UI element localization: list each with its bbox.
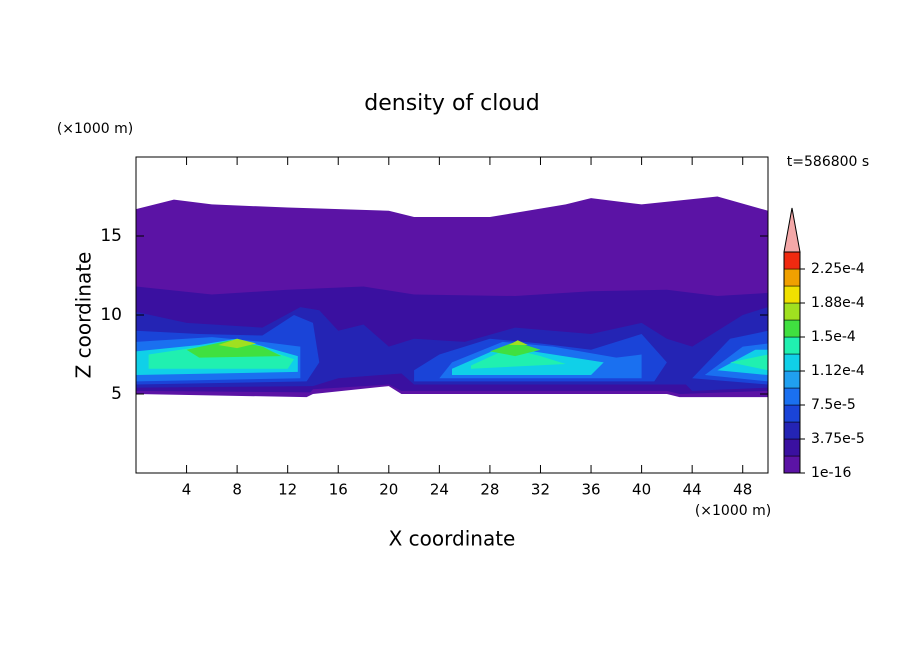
colorbar-band bbox=[783, 421, 801, 440]
colorbar-extend bbox=[783, 207, 801, 253]
contour-fill bbox=[186, 340, 282, 358]
colorbar-band bbox=[783, 438, 801, 457]
y-unit: (×1000 m) bbox=[57, 121, 133, 137]
time-annotation: t=586800 s bbox=[787, 154, 869, 170]
x-tick-label: 44 bbox=[683, 481, 702, 499]
colorbar-band bbox=[783, 251, 801, 270]
contour-fill bbox=[508, 340, 528, 346]
x-tick-label: 32 bbox=[531, 481, 550, 499]
colorbar-band bbox=[783, 302, 801, 321]
y-tick-label: 5 bbox=[111, 384, 122, 404]
colorbar-band bbox=[783, 353, 801, 372]
x-tick-label: 28 bbox=[480, 481, 499, 499]
contour-fill bbox=[470, 348, 566, 369]
colorbar-tick-label: 1.88e-4 bbox=[811, 295, 865, 311]
colorbar-tick-label: 7.5e-5 bbox=[811, 397, 856, 413]
chart-title: density of cloud bbox=[364, 91, 539, 116]
contour-field bbox=[136, 196, 768, 398]
colorbar-frame bbox=[783, 251, 801, 474]
colorbar-band bbox=[783, 370, 801, 389]
colorbar-tick-label: 1.5e-4 bbox=[811, 329, 856, 345]
x-tick-label: 40 bbox=[632, 481, 651, 499]
x-tick-label: 4 bbox=[182, 481, 192, 499]
x-unit: (×1000 m) bbox=[695, 503, 771, 519]
x-tick-label: 8 bbox=[232, 481, 242, 499]
colorbar-tick-label: 3.75e-5 bbox=[811, 431, 865, 447]
x-tick-label: 48 bbox=[733, 481, 752, 499]
contour-fill bbox=[489, 341, 541, 357]
x-tick-label: 36 bbox=[581, 481, 600, 499]
colorbar-band bbox=[783, 336, 801, 355]
colorbar-band bbox=[783, 285, 801, 304]
x-tick-label: 16 bbox=[329, 481, 348, 499]
colorbar-band bbox=[783, 319, 801, 338]
contour-fill bbox=[218, 338, 257, 349]
colorbar-band bbox=[783, 387, 801, 406]
x-tick-label: 12 bbox=[278, 481, 297, 499]
x-tick-label: 24 bbox=[430, 481, 449, 499]
y-axis-label: Z coordinate bbox=[72, 252, 96, 379]
colorbar-band bbox=[783, 404, 801, 423]
y-tick-label: 15 bbox=[100, 226, 122, 246]
colorbar-tick-label: 2.25e-4 bbox=[811, 261, 865, 277]
x-tick-label: 20 bbox=[379, 481, 398, 499]
x-axis-label: X coordinate bbox=[389, 527, 516, 551]
colorbar-tick-label: 1.12e-4 bbox=[811, 363, 865, 379]
contour-fill bbox=[730, 354, 768, 371]
colorbar-band bbox=[783, 268, 801, 287]
y-tick-label: 10 bbox=[100, 305, 122, 325]
colorbar-band bbox=[783, 455, 801, 474]
colorbar-tick-label: 1e-16 bbox=[811, 465, 851, 481]
